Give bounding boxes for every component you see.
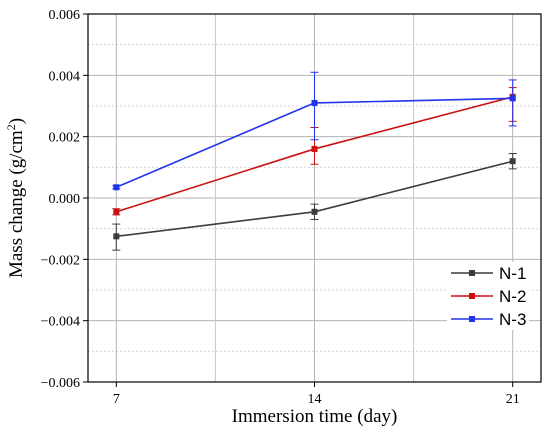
series-layer <box>112 71 517 251</box>
legend-label-n-2: N-2 <box>499 287 526 306</box>
axis-ticks: −0.006 −0.004 −0.002 0.000 0.002 0.004 0.006 7 1… <box>41 8 520 407</box>
x-axis-title: Immersion time (day) <box>232 406 398 427</box>
legend-marker-n-2 <box>469 293 475 299</box>
y-tick-label: −0.006 <box>41 376 80 391</box>
x-tick-label: 7 <box>113 392 120 407</box>
legend-marker-n-3 <box>469 316 475 322</box>
legend-marker-n-1 <box>469 270 475 276</box>
legend-label-n-1: N-1 <box>499 264 526 283</box>
legend-entry-n-3: N-3 <box>451 310 526 329</box>
data-point <box>311 208 318 215</box>
y-axis-title-main: Mass change (g/cm <box>6 130 27 278</box>
data-point <box>311 145 318 152</box>
data-point <box>113 233 120 240</box>
series-n-1 <box>112 153 517 251</box>
series-n-3 <box>112 71 517 191</box>
y-axis-title-superscript: 2 <box>4 124 18 130</box>
data-point <box>113 184 120 191</box>
y-tick-label: 0.004 <box>49 69 81 84</box>
y-tick-label: 0.002 <box>49 131 81 146</box>
y-axis-title-suffix: ) <box>6 118 27 124</box>
x-tick-label: 14 <box>308 392 322 407</box>
legend-entry-n-1: N-1 <box>451 264 526 283</box>
legend: N-1 N-2 N-3 <box>447 262 529 330</box>
y-tick-label: −0.004 <box>41 315 80 330</box>
data-point <box>311 99 318 106</box>
y-tick-label: 0.000 <box>49 192 81 207</box>
data-point <box>509 95 516 102</box>
data-point <box>113 208 120 215</box>
y-tick-label: 0.006 <box>49 8 81 23</box>
x-tick-label: 21 <box>506 392 520 407</box>
legend-entry-n-2: N-2 <box>451 287 526 306</box>
legend-label-n-3: N-3 <box>499 310 526 329</box>
y-axis-title: Mass change (g/cm2) <box>4 118 27 278</box>
y-tick-label: −0.002 <box>41 253 80 268</box>
data-point <box>509 158 516 165</box>
